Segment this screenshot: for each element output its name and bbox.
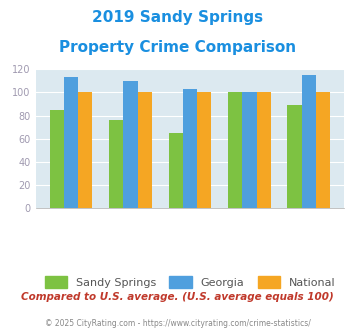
Bar (228, 92, 242, 208)
Bar (288, 105, 302, 208)
Bar (316, 92, 330, 208)
Bar (50, 110, 64, 208)
Bar (169, 133, 183, 208)
Bar (109, 120, 123, 208)
Text: Compared to U.S. average. (U.S. average equals 100): Compared to U.S. average. (U.S. average … (21, 292, 334, 302)
Bar (78, 92, 92, 208)
Bar (64, 77, 78, 208)
Bar (138, 92, 152, 208)
Legend: Sandy Springs, Georgia, National: Sandy Springs, Georgia, National (40, 272, 340, 293)
Text: 2019 Sandy Springs: 2019 Sandy Springs (92, 10, 263, 25)
Bar (257, 92, 271, 208)
Text: © 2025 CityRating.com - https://www.cityrating.com/crime-statistics/: © 2025 CityRating.com - https://www.city… (45, 319, 310, 328)
Bar (123, 81, 138, 208)
Bar (197, 92, 211, 208)
Text: Property Crime Comparison: Property Crime Comparison (59, 40, 296, 54)
Bar (183, 89, 197, 208)
Bar (242, 92, 257, 208)
Bar (302, 75, 316, 208)
